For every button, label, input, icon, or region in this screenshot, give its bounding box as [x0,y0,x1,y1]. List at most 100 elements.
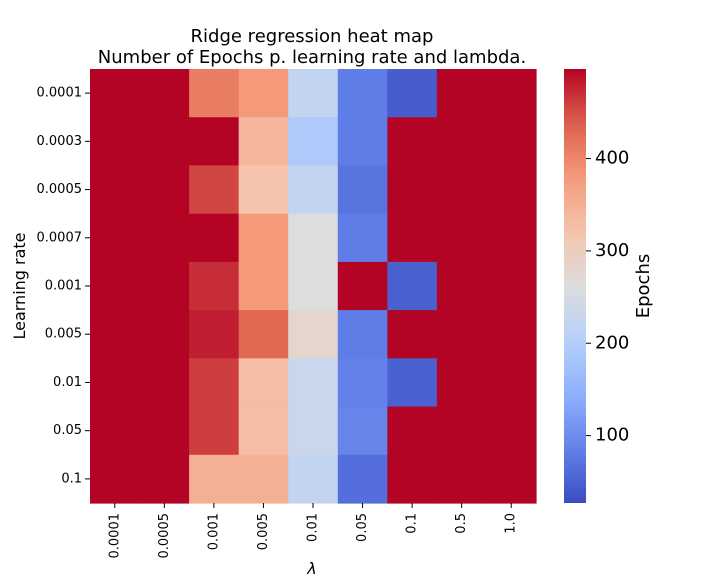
colorbar-tick-label: 300 [595,240,629,261]
x-tick-label: 0.1 [405,513,420,534]
heatmap-cell [436,213,488,263]
heatmap-cell [288,261,339,311]
heatmap-cell [189,213,240,263]
heatmap-cell [139,261,190,311]
x-tick-label: 0.0005 [157,513,172,559]
heatmap-cell [90,454,141,504]
heatmap-cell [288,69,339,118]
heatmap-cell [337,213,388,263]
heatmap-cell [486,117,537,167]
y-tick-label: 0.005 [45,327,82,342]
heatmap-cell [238,117,289,167]
heatmap-cell [288,454,339,504]
heatmap-cell [139,310,190,359]
heatmap-cell [436,406,488,456]
heatmap-cell [387,358,438,408]
y-tick-label: 0.0003 [37,134,83,149]
y-tick-label: 0.001 [45,279,82,294]
heatmap-cell [189,310,240,359]
colorbar-tick-label: 100 [595,425,629,446]
heatmap-cell [486,69,537,118]
heatmap-cell [387,454,438,504]
y-tick-labels: 0.0001 0.0003 0.0005 0.0007 0.001 0.005 0.01 0.… [37,86,90,486]
heatmap-cell [139,213,190,263]
heatmap-cell [189,406,240,456]
y-tick-label: 0.0001 [37,86,83,101]
y-tick-label: 0.01 [53,375,82,390]
heatmap-cell [486,406,537,456]
heatmap-cell [189,261,240,311]
heatmap-cell [288,117,339,167]
x-tick-labels: 0.0001 0.0005 0.001 0.005 0.01 0.05 0.1 0.5 1.0 [107,503,519,559]
colorbar-ticks: 100 200 300 400 [586,148,629,446]
heatmap-cell [337,165,388,215]
heatmap-cell [387,406,438,456]
heatmap-cell [436,310,488,359]
heatmap-cell [139,69,190,118]
heatmap-cell [238,69,289,118]
heatmap-cell [436,358,488,408]
heatmap-cells [90,69,537,504]
heatmap-cell [387,310,438,359]
heatmap-cell [139,117,190,167]
heatmap-cell [90,310,141,359]
heatmap-cell [189,165,240,215]
heatmap-cell [387,69,438,118]
heatmap-cell [436,165,488,215]
heatmap-cell [238,261,289,311]
heatmap-cell [238,310,289,359]
heatmap-cell [90,261,141,311]
chart-subtitle: Number of Epochs p. learning rate and la… [98,47,526,68]
y-tick-label: 0.0007 [37,230,83,245]
heatmap-cell [238,406,289,456]
heatmap-cell [387,213,438,263]
heatmap-cell [436,117,488,167]
heatmap-cell [238,454,289,504]
heatmap-cell [90,406,141,456]
heatmap-cell [337,310,388,359]
heatmap-cell [387,165,438,215]
heatmap-cell [337,454,388,504]
heatmap-cell [288,310,339,359]
heatmap-cell [486,165,537,215]
heatmap-cell [337,406,388,456]
x-tick-label: 0.005 [256,513,271,550]
x-tick-label: 0.05 [355,513,370,542]
y-tick-label: 0.1 [61,471,82,486]
heatmap-cell [238,213,289,263]
heatmap-cell [486,261,537,311]
y-axis-label: Learning rate [10,232,29,339]
heatmap-cell [90,358,141,408]
heatmap-cell [189,358,240,408]
y-tick-label: 0.0005 [37,182,83,197]
heatmap-cell [486,358,537,408]
heatmap-cell [486,454,537,504]
x-axis-label: λ [306,559,316,576]
heatmap-cell [90,69,141,118]
chart-title: Ridge regression heat map [191,26,434,47]
colorbar-tick-label: 400 [595,148,629,169]
heatmap-cell [337,261,388,311]
heatmap-cell [288,406,339,456]
colorbar-label: Epochs [633,254,654,319]
x-tick-label: 0.01 [306,513,321,542]
colorbar [564,69,586,503]
heatmap-cell [288,213,339,263]
x-tick-label: 0.5 [454,513,469,534]
heatmap-cell [288,165,339,215]
heatmap-cell [90,165,141,215]
x-tick-label: 1.0 [504,513,519,534]
heatmap-cell [387,117,438,167]
heatmap-cell [486,213,537,263]
heatmap-cell [436,69,488,118]
y-tick-label: 0.05 [53,423,82,438]
heatmap-cell [387,261,438,311]
heatmap-cell [288,358,339,408]
heatmap-cell [139,454,190,504]
heatmap-cell [238,165,289,215]
x-tick-label: 0.0001 [107,513,122,559]
heatmap-cell [436,454,488,504]
colorbar-tick-label: 200 [595,332,629,353]
heatmap-cell [139,358,190,408]
